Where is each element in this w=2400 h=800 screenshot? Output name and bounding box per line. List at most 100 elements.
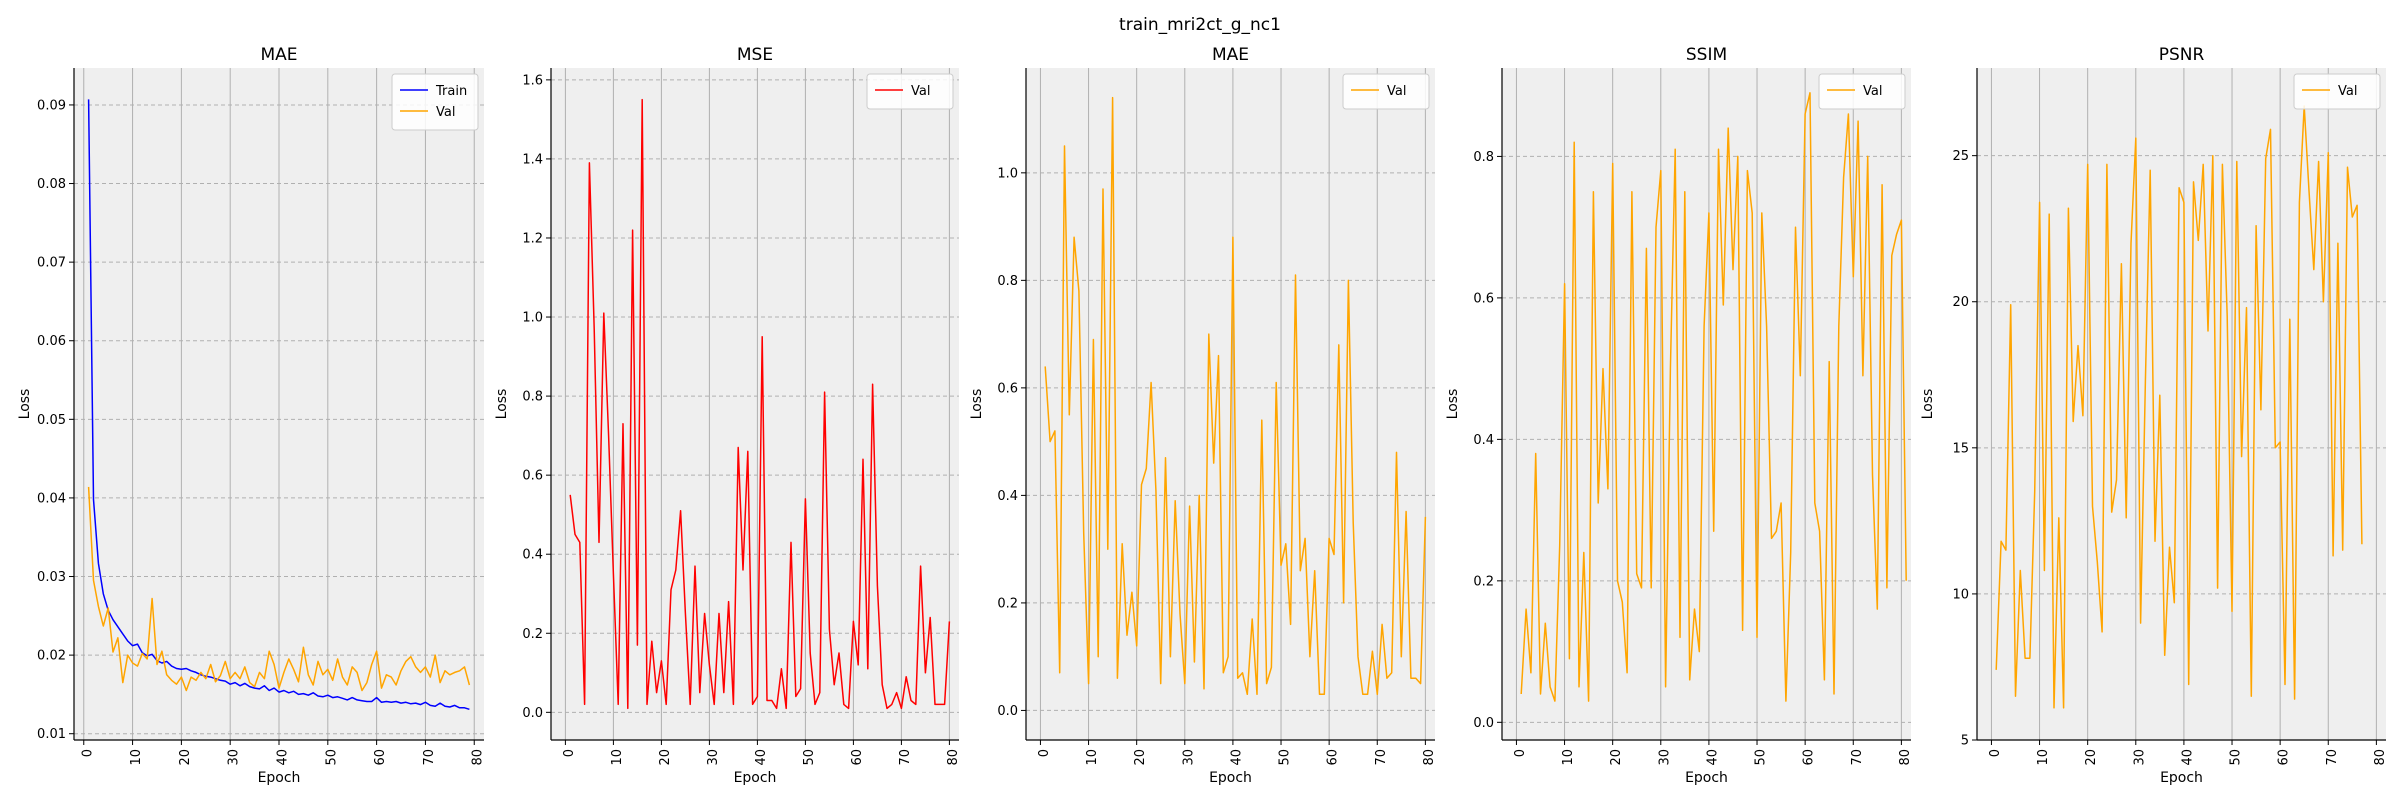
series-line-val <box>1520 92 1907 702</box>
x-tick-label: 70 <box>1850 749 1865 766</box>
plot-area <box>1977 68 2386 740</box>
legend-label: Val <box>1387 84 1406 99</box>
panel-title: PSNR <box>2159 45 2205 65</box>
y-axis-label: Loss <box>1445 389 1461 420</box>
x-tick-label: 70 <box>422 749 437 766</box>
y-tick-label: 0.02 <box>37 649 66 664</box>
series-line-val <box>1995 105 2363 709</box>
x-tick-label: 40 <box>1705 749 1720 766</box>
panel-title: MAE <box>260 45 297 65</box>
y-tick-label: 0.0 <box>997 704 1018 719</box>
y-axis-label: Loss <box>969 389 985 420</box>
y-tick-label: 5 <box>1961 734 1969 749</box>
x-tick-label: 70 <box>898 749 913 766</box>
y-tick-label: 0.8 <box>522 390 543 405</box>
y-tick-label: 1.2 <box>522 231 543 246</box>
x-tick-label: 70 <box>2325 749 2340 766</box>
y-tick-label: 0.2 <box>1473 574 1494 589</box>
y-tick-label: 0.04 <box>37 491 66 506</box>
x-tick-label: 20 <box>2084 749 2099 766</box>
y-tick-label: 1.6 <box>522 73 543 88</box>
plot-area <box>551 68 959 740</box>
chart-panel-2: 0 10 20 30 40 50 60 70 80 0.0 0.2 0.4 0.6 0.8 1.0 1.2 1.… <box>494 45 961 786</box>
y-tick-label: 0.4 <box>522 548 543 563</box>
legend-label: Val <box>1863 84 1882 99</box>
x-tick-label: 50 <box>802 749 817 766</box>
x-tick-label: 20 <box>658 749 673 766</box>
y-tick-label: 1.4 <box>522 152 543 167</box>
x-tick-label: 30 <box>706 749 721 766</box>
x-tick-label: 80 <box>471 749 486 766</box>
x-axis-label: Epoch <box>258 770 301 786</box>
y-tick-label: 0.4 <box>997 489 1018 504</box>
series-line-val <box>569 98 951 710</box>
x-tick-label: 30 <box>2132 749 2147 766</box>
y-tick-label: 0.2 <box>997 596 1018 611</box>
x-tick-label: 50 <box>1278 749 1293 766</box>
series-line-val <box>1044 96 1427 696</box>
x-tick-label: 60 <box>1326 749 1341 766</box>
y-tick-label: 0.8 <box>997 274 1018 289</box>
x-tick-label: 50 <box>1754 749 1769 766</box>
series-line-train <box>87 99 470 711</box>
y-tick-label: 15 <box>1952 441 1969 456</box>
x-axis-label: Epoch <box>2160 770 2203 786</box>
legend: Val <box>866 73 954 110</box>
legend: Val <box>1818 73 1906 110</box>
y-tick-label: 0.03 <box>37 570 66 585</box>
x-tick-label: 40 <box>1229 749 1244 766</box>
chart-panel-5: 0 10 20 30 40 50 60 70 80 5 10 15 20 25 PSNR Epoch Loss V… <box>1920 45 2388 786</box>
x-tick-label: 20 <box>1609 749 1624 766</box>
y-tick-label: 1.0 <box>522 311 543 326</box>
legend: Val <box>1342 73 1430 110</box>
x-tick-label: 0 <box>80 749 95 757</box>
y-axis-label: Loss <box>17 389 33 420</box>
x-tick-label: 10 <box>1561 749 1576 766</box>
x-tick-label: 80 <box>2373 749 2388 766</box>
y-tick-label: 0.0 <box>522 706 543 721</box>
x-tick-label: 30 <box>1657 749 1672 766</box>
x-tick-label: 0 <box>562 749 577 757</box>
x-tick-label: 10 <box>2036 749 2051 766</box>
chart-panel-4: 0 10 20 30 40 50 60 70 80 0.0 0.2 0.4 0.6 0.8 SSIM Epoc… <box>1445 45 1913 786</box>
panel-title: MSE <box>737 45 773 65</box>
x-tick-label: 80 <box>946 749 961 766</box>
x-tick-label: 70 <box>1374 749 1389 766</box>
chart-panel-3: 0 10 20 30 40 50 60 70 80 0.0 0.2 0.4 0.6 0.8 1.0 MAE Ep… <box>969 45 1437 786</box>
y-tick-label: 0.09 <box>37 98 66 113</box>
x-tick-label: 80 <box>1898 749 1913 766</box>
series-line-val <box>87 486 471 692</box>
x-tick-label: 80 <box>1422 749 1437 766</box>
x-tick-label: 10 <box>610 749 625 766</box>
legend-box <box>1818 73 1906 110</box>
y-tick-label: 0.6 <box>1473 291 1494 306</box>
x-tick-label: 60 <box>2277 749 2292 766</box>
x-tick-label: 60 <box>1802 749 1817 766</box>
x-tick-label: 40 <box>2180 749 2195 766</box>
x-tick-label: 40 <box>754 749 769 766</box>
panel-title: SSIM <box>1686 45 1727 65</box>
chart-panel-1: 0 10 20 30 40 50 60 70 80 0.01 0.02 0.03 0.04 0.05 0.0… <box>17 45 486 786</box>
y-tick-label: 0.06 <box>37 334 66 349</box>
x-tick-label: 50 <box>2229 749 2244 766</box>
legend-box <box>2293 73 2381 110</box>
y-tick-label: 10 <box>1952 587 1969 602</box>
x-axis-label: Epoch <box>1209 770 1252 786</box>
y-tick-label: 25 <box>1952 149 1969 164</box>
legend-box <box>391 73 479 131</box>
x-tick-label: 0 <box>1037 749 1052 757</box>
y-tick-label: 0.0 <box>1473 716 1494 731</box>
y-tick-label: 0.05 <box>37 413 66 428</box>
y-tick-label: 0.8 <box>1473 150 1494 165</box>
x-tick-label: 60 <box>373 749 388 766</box>
y-tick-label: 0.01 <box>37 727 66 742</box>
y-tick-label: 0.4 <box>1473 433 1494 448</box>
legend-box <box>1342 73 1430 110</box>
legend-label: Val <box>436 105 455 120</box>
x-tick-label: 0 <box>1988 749 2003 757</box>
y-tick-label: 0.6 <box>997 381 1018 396</box>
y-tick-label: 0.6 <box>522 469 543 484</box>
y-tick-label: 0.07 <box>37 256 66 271</box>
x-tick-label: 60 <box>850 749 865 766</box>
x-tick-label: 10 <box>1085 749 1100 766</box>
